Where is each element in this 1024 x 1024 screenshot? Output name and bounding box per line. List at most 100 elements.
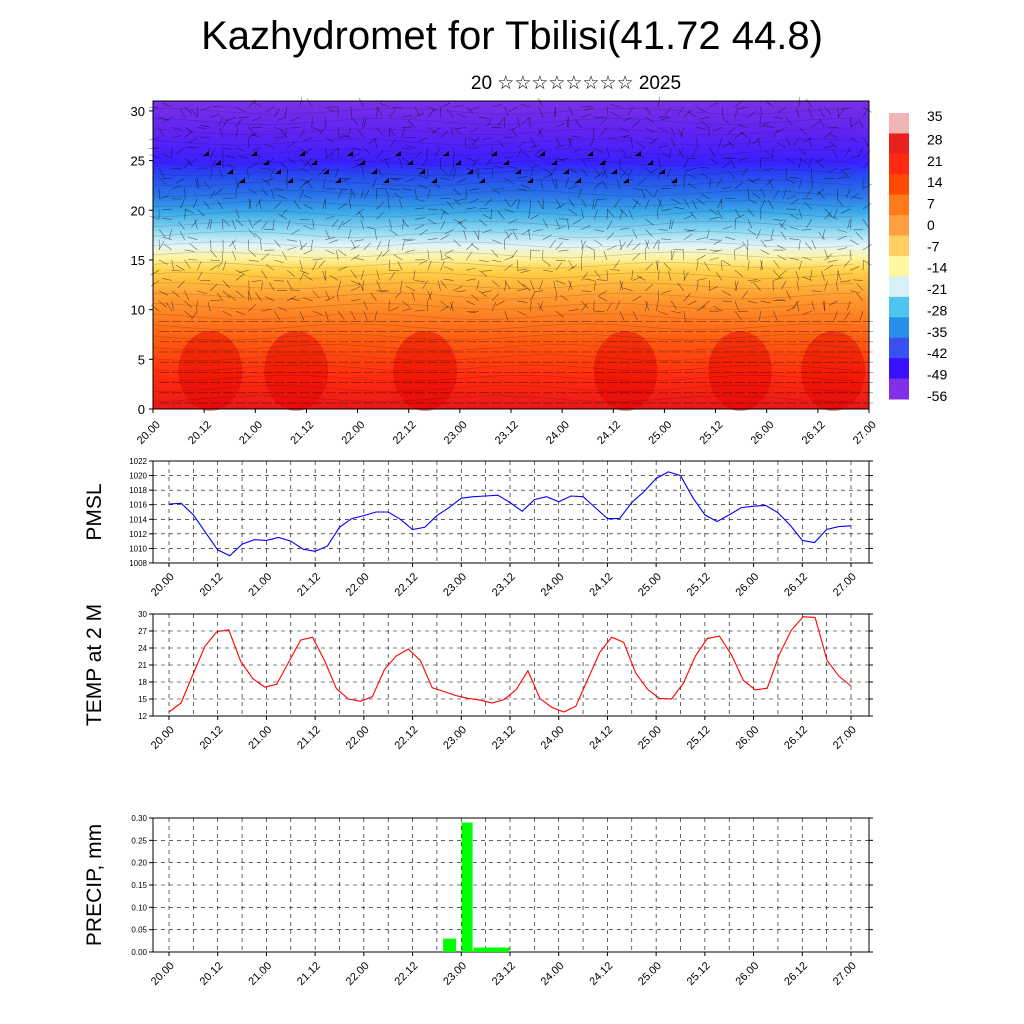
x-tick-label: 25.00: [636, 724, 664, 752]
wind-barb: [581, 240, 586, 251]
wind-barb: [581, 168, 588, 177]
wind-barb: [606, 220, 613, 230]
wind-barb: [440, 300, 449, 308]
plot-frame: [152, 460, 870, 564]
wind-barb: [258, 199, 262, 210]
wind-barb: [231, 220, 237, 230]
x-tick-label: 20.00: [149, 960, 177, 988]
wind-barb: [843, 259, 851, 268]
wind-barb: [274, 188, 285, 190]
wind-barb: [768, 179, 774, 189]
wind-barb: [798, 96, 800, 108]
wind-barb: [610, 103, 620, 108]
wind-barb: [280, 129, 288, 138]
wind-barb: [222, 197, 234, 200]
wind-barb: [325, 296, 335, 302]
wind-barb: [765, 150, 774, 159]
wind-barb: [350, 299, 361, 302]
wind-barb: [804, 201, 813, 210]
wind-barb: [806, 219, 813, 228]
y-tick-label: 10: [131, 303, 145, 318]
wind-barb: [645, 116, 655, 123]
wind-barb: [568, 198, 575, 208]
wind-barb: [533, 155, 544, 159]
wind-barb: [537, 302, 544, 312]
wind-barb: [290, 297, 300, 302]
wind-barb: [427, 238, 438, 240]
x-tick-label: 21.12: [288, 419, 316, 447]
x-tick-label: 26.12: [782, 724, 810, 752]
wind-barb: [696, 237, 707, 240]
wind-barb: [358, 210, 365, 220]
temp-panel: 12 15 18 21 24 27 30 20.00 20.12 21.00 21.12 22.00 2…: [83, 604, 873, 752]
wind-barb: [402, 238, 413, 240]
wind-barb: [747, 208, 755, 217]
wind-barb: [397, 261, 403, 271]
wind-barb: [504, 136, 515, 138]
wind-barb: [785, 117, 793, 126]
y-tick-label: 0: [138, 402, 145, 417]
wind-barb: [504, 311, 509, 321]
wind-barb: [581, 300, 589, 309]
wind-barb: [613, 259, 621, 269]
wind-barb: [824, 106, 832, 115]
x-tick-label: 20.00: [149, 724, 177, 752]
wind-barb: [849, 249, 852, 260]
wind-barb: [837, 235, 847, 240]
wind-barb: [286, 270, 296, 277]
wind-barb: [858, 118, 864, 128]
wind-barb: [606, 232, 615, 240]
wind-barb: [338, 188, 349, 191]
wind-barb: [338, 249, 347, 257]
wind-barb: [687, 183, 697, 189]
wind-barb: [323, 178, 326, 189]
wind-barb: [475, 168, 480, 179]
wind-barb: [384, 159, 390, 169]
wind-barb: [325, 147, 328, 158]
wind-barb: [829, 141, 838, 149]
wind-barb: [195, 178, 198, 189]
wind-barb: [517, 280, 526, 288]
warm-core: [178, 331, 243, 411]
wind-barb: [171, 260, 174, 270]
wind-barb: [228, 293, 237, 302]
wind-barb: [555, 259, 566, 262]
wind-barb: [401, 127, 405, 138]
wind-barb: [318, 127, 326, 136]
wind-barb: [687, 300, 697, 306]
wind-barb: [686, 157, 697, 159]
wind-barb: [248, 304, 257, 312]
wind-barb: [517, 288, 528, 292]
wind-barb: [669, 147, 672, 158]
wind-barb: [747, 198, 757, 204]
wind-barb: [632, 198, 641, 206]
wind-barb: [720, 199, 723, 210]
y-tick-label: 21: [138, 661, 147, 670]
wind-barb: [678, 129, 685, 138]
wind-barb: [299, 311, 305, 321]
x-tick-label: 23.12: [490, 571, 518, 599]
wind-barb: [709, 216, 720, 220]
wind-barb: [664, 106, 672, 116]
wind-barb: [763, 125, 774, 128]
wind-barb: [414, 217, 425, 220]
wind-barb: [756, 229, 761, 239]
precip-bar: [473, 947, 510, 952]
wind-barb: [421, 157, 429, 167]
wind-barb: [261, 253, 270, 261]
wind-barb: [517, 117, 520, 128]
wind-barb: [235, 106, 245, 112]
wind-barb: [528, 209, 531, 219]
wind-barb: [273, 239, 281, 248]
wind-barb: [235, 310, 246, 315]
x-tick-label: 21.12: [295, 960, 323, 988]
colorbar-swatch: [889, 296, 909, 318]
colorbar-swatch: [889, 317, 909, 339]
wind-barb: [175, 265, 185, 271]
wind-barb: [683, 229, 694, 232]
wind-barb: [342, 219, 352, 226]
y-tick-label: 1016: [129, 501, 147, 510]
wind-barb: [657, 97, 660, 108]
wind-barb: [238, 156, 249, 159]
contour-line: [152, 364, 854, 372]
